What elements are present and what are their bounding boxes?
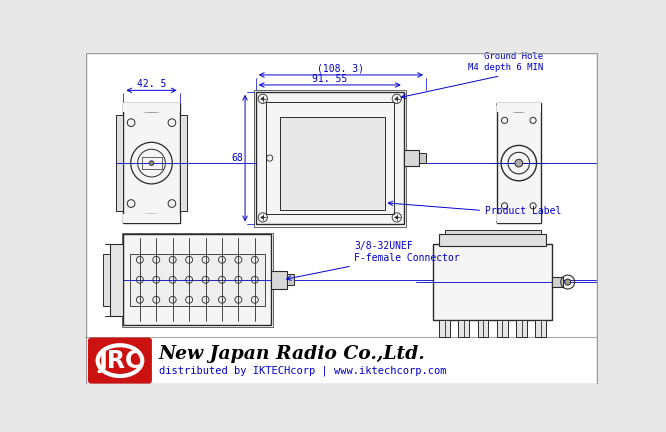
Bar xyxy=(271,270,286,289)
Circle shape xyxy=(149,161,154,165)
Bar xyxy=(404,150,419,166)
Bar xyxy=(478,320,488,337)
Bar xyxy=(123,214,180,223)
Text: New Japan Radio Co.,Ltd.: New Japan Radio Co.,Ltd. xyxy=(159,345,426,363)
Bar xyxy=(516,320,527,337)
Bar xyxy=(497,103,541,112)
Circle shape xyxy=(262,216,264,219)
Text: 91. 55: 91. 55 xyxy=(312,74,348,84)
Bar xyxy=(85,52,598,337)
Bar xyxy=(439,234,546,246)
Text: JRC: JRC xyxy=(98,349,142,373)
Bar xyxy=(433,245,552,320)
Ellipse shape xyxy=(98,345,143,376)
Bar xyxy=(256,92,404,224)
Bar xyxy=(280,117,385,210)
Bar xyxy=(497,214,541,223)
Bar xyxy=(254,89,406,227)
Circle shape xyxy=(396,98,398,100)
Bar xyxy=(458,320,469,337)
Bar xyxy=(122,233,273,327)
Bar xyxy=(123,103,180,112)
Bar xyxy=(130,254,265,306)
Text: 68: 68 xyxy=(232,153,243,163)
Text: 3/8-32UNEF
F-female Connector: 3/8-32UNEF F-female Connector xyxy=(354,241,460,263)
Circle shape xyxy=(396,216,398,219)
Bar xyxy=(266,102,394,214)
Bar xyxy=(497,103,541,223)
Circle shape xyxy=(565,279,571,285)
Bar xyxy=(535,320,546,337)
Bar xyxy=(552,276,563,287)
Bar xyxy=(419,153,426,163)
Bar xyxy=(123,234,271,325)
Circle shape xyxy=(515,159,523,167)
Bar xyxy=(439,320,450,337)
Bar xyxy=(123,103,180,223)
Text: Ground Hole
M4 depth 6 MIN: Ground Hole M4 depth 6 MIN xyxy=(468,52,543,72)
Text: distributed by IKTECHcorp | www.iktechcorp.com: distributed by IKTECHcorp | www.iktechco… xyxy=(159,365,446,376)
Bar xyxy=(85,337,598,384)
Text: (108. 3): (108. 3) xyxy=(318,64,364,74)
Bar xyxy=(116,115,123,211)
Bar xyxy=(180,115,187,211)
Text: 42. 5: 42. 5 xyxy=(137,79,166,89)
FancyBboxPatch shape xyxy=(88,337,152,384)
Bar xyxy=(497,320,507,337)
Bar xyxy=(286,274,294,285)
Circle shape xyxy=(262,98,264,100)
Bar xyxy=(444,230,541,234)
Text: Product Label: Product Label xyxy=(486,206,561,216)
Bar xyxy=(103,254,109,306)
Bar xyxy=(109,244,123,316)
